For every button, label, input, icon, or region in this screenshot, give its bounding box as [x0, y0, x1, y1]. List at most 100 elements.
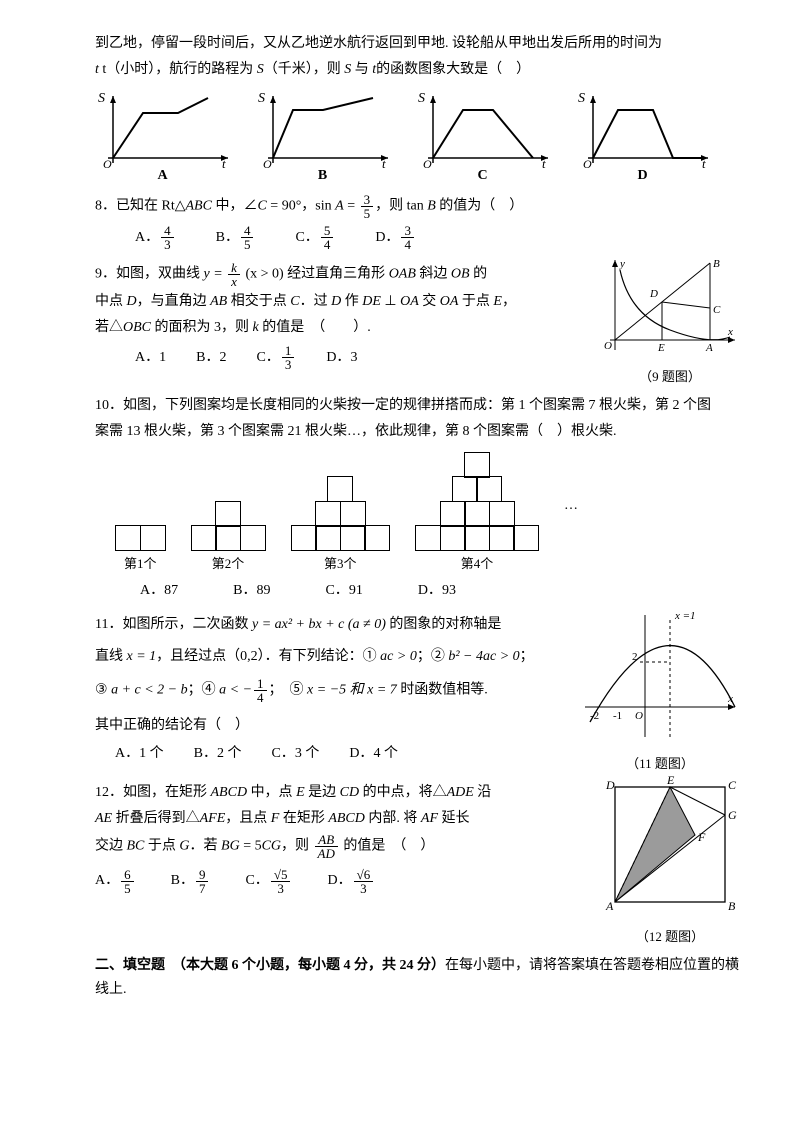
q7-graph-a: S O t A: [85, 88, 240, 188]
q12-bg: BG: [221, 838, 240, 853]
svg-text:A: A: [605, 899, 614, 913]
q11-l1pre: 11．如图所示，二次函数: [95, 617, 252, 632]
q7-s2: S: [344, 62, 351, 77]
q12-oa-d: 5: [121, 882, 134, 895]
q12-oc-k: C．: [245, 869, 268, 893]
q11-line3: ③ a + c < 2 − b；④ a < −14； ⑤ x = −5 和 x …: [95, 677, 572, 704]
q11-l2end: ；: [520, 649, 534, 664]
q8-opt-b-num: 4: [241, 224, 254, 238]
q9-l2d: 作: [341, 294, 362, 309]
q12-caption: （12 题图）: [600, 926, 740, 948]
q7-l2c: 的函数图象大致是（ ）: [376, 62, 530, 77]
svg-text:B: B: [728, 899, 736, 913]
q9-opt-d-val: 3: [350, 346, 357, 370]
q11-opt-d[interactable]: D．4 个: [349, 742, 398, 766]
svg-text:x: x: [727, 326, 733, 338]
q9-l3pre: 若△: [95, 320, 123, 335]
q12-opt-c[interactable]: C．√53: [245, 868, 292, 895]
q12-opt-d[interactable]: D．√63: [327, 868, 375, 895]
q11-c3: a + c < 2 − b: [111, 683, 188, 698]
q10-opt-b[interactable]: B．89: [233, 579, 270, 603]
q11-opt-a[interactable]: A．1 个: [115, 742, 164, 766]
q12-l3pre: 交边: [95, 838, 127, 853]
svg-text:t: t: [702, 156, 706, 168]
q11-l3c: ； ⑤: [269, 683, 308, 698]
q12-l2e: 延长: [438, 811, 470, 826]
q10-opt-a[interactable]: A．87: [140, 579, 178, 603]
q8-text: 8．已知在 Rt△ABC 中，∠C = 90°，sin A = 35，则 tan…: [95, 193, 740, 220]
q9-l2e: 交: [419, 294, 440, 309]
q9-l1m: (x > 0) 经过直角三角形: [245, 267, 388, 282]
svg-text:x =1: x =1: [674, 610, 696, 622]
q9-line3: 若△OBC 的面积为 3，则 k 的值是 （ ）.: [95, 316, 592, 340]
q8-suf: ，则 tan: [375, 199, 427, 214]
q9-line1: 9．如图，双曲线 y = kx (x > 0) 经过直角三角形 OAB 斜边 O…: [95, 261, 592, 288]
q10-oa-v: 87: [164, 579, 178, 603]
svg-text:t: t: [222, 156, 226, 168]
q11-c4d: 4: [254, 691, 267, 704]
svg-text:F: F: [697, 830, 706, 844]
q7-graphs: S O t A S O t B: [85, 88, 740, 188]
q11-c4n: 1: [254, 677, 267, 691]
q11-l3a: ③: [95, 683, 111, 698]
q9-perp: ⊥: [381, 294, 400, 309]
q12-l2m: 折叠后得到△: [112, 811, 200, 826]
q9-figure: O E A B C D x y （9 题图）: [592, 255, 740, 388]
svg-text:O: O: [103, 157, 112, 168]
q9-l1-pre: 9．如图，双曲线: [95, 267, 204, 282]
q9-caption: （9 题图）: [600, 366, 740, 388]
q11-c5: x = −5 和 x = 7: [307, 683, 397, 698]
q8-opt-b-den: 5: [241, 238, 254, 251]
q9-oa2: OA: [440, 294, 459, 309]
q9-opt-a[interactable]: A．1: [135, 346, 166, 370]
q10-figures: 第1个 第2个 第3个 第4个 …: [115, 452, 740, 576]
q9-l2f: 于点: [458, 294, 493, 309]
q8-frac-num: 3: [361, 193, 374, 207]
q7-graph-c: S O t C: [405, 88, 560, 188]
q10-oa-k: A．: [140, 579, 164, 603]
q12-cd: CD: [340, 785, 359, 800]
q8-opt-c-key: C．: [295, 226, 318, 250]
q9-opt-c[interactable]: C．13: [256, 344, 296, 371]
q8-b: B: [427, 199, 436, 214]
q9-block: 9．如图，双曲线 y = kx (x > 0) 经过直角三角形 OAB 斜边 O…: [95, 255, 740, 388]
q11-oc-v: 3 个: [295, 742, 320, 766]
svg-text:S: S: [98, 91, 105, 106]
q12-l1m: 中，点: [247, 785, 296, 800]
q9-opt-b[interactable]: B．2: [196, 346, 226, 370]
q8-pre: 8．已知在 Rt△: [95, 199, 186, 214]
q12-oc-n: √5: [271, 868, 291, 882]
svg-text:E: E: [666, 775, 675, 787]
svg-text:O: O: [583, 157, 592, 168]
q10-opt-c[interactable]: C．91: [325, 579, 362, 603]
q9-l2end: ，: [502, 294, 516, 309]
q10-opt-d[interactable]: D．93: [418, 579, 456, 603]
svg-text:D: D: [649, 288, 658, 300]
q12-line2: AE 折叠后得到△AFE，且点 F 在矩形 ABCD 内部. 将 AF 延长: [95, 807, 592, 831]
q10-options: A．87 B．89 C．91 D．93: [140, 579, 740, 603]
q9-opt-d[interactable]: D．3: [326, 346, 357, 370]
q8-opt-b-key: B．: [216, 226, 239, 250]
q8-eq90: = 90°，sin: [267, 199, 335, 214]
q8-frac-den: 5: [361, 207, 374, 220]
q12-opt-a[interactable]: A．65: [95, 868, 136, 895]
q11-opt-c[interactable]: C．3 个: [271, 742, 319, 766]
q9-obc: OBC: [123, 320, 151, 335]
q12-opt-b[interactable]: B．97: [171, 868, 211, 895]
q9-opt-c-den: 3: [282, 358, 295, 371]
q8-opt-d[interactable]: D．34: [375, 224, 416, 251]
q9-l3post: 的值是 （ ）.: [259, 320, 371, 335]
q8-opt-a[interactable]: A．43: [135, 224, 176, 251]
q11-oa-v: 1 个: [139, 742, 164, 766]
q11-opt-b[interactable]: B．2 个: [194, 742, 242, 766]
q10-fig2: 第2个: [191, 501, 266, 576]
svg-text:S: S: [578, 91, 585, 106]
q8-opt-a-den: 3: [161, 238, 174, 251]
q8-opt-c[interactable]: C．54: [295, 224, 335, 251]
q11-oc-k: C．: [271, 742, 294, 766]
q10-oc-k: C．: [325, 579, 348, 603]
q12-abcd2: ABCD: [328, 811, 365, 826]
q12-l1e: 沿: [474, 785, 492, 800]
q8-opt-b[interactable]: B．45: [216, 224, 256, 251]
q12-line3: 交边 BC 于点 G．若 BG = 5CG，则 ABAD 的值是 （ ）: [95, 833, 592, 860]
